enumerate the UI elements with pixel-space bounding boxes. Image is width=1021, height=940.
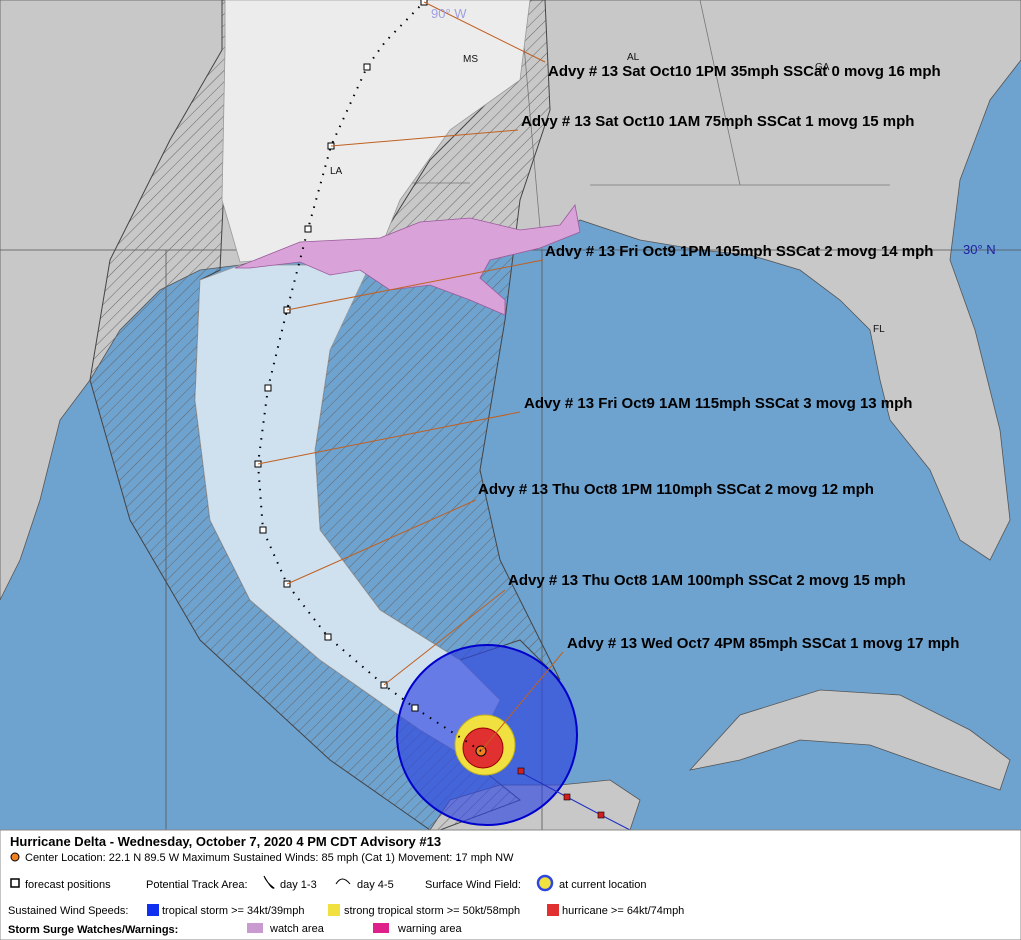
- advisory-label: Advy # 13 Thu Oct8 1AM 100mph SSCat 2 mo…: [508, 572, 906, 589]
- state-label: AL: [627, 52, 640, 63]
- legend-text: forecast positions: [25, 879, 111, 891]
- forecast-track: [256, 1, 482, 752]
- advisory-label: Advy # 13 Fri Oct9 1PM 105mph SSCat 2 mo…: [545, 243, 933, 260]
- lat-label: 30° N: [963, 242, 996, 257]
- legend-box: [0, 829, 1021, 940]
- legend-text: hurricane >= 64kt/74mph: [562, 905, 684, 917]
- legend-text: at current location: [559, 879, 646, 891]
- legend-text: Surface Wind Field:: [425, 879, 521, 891]
- advisory-label: Advy # 13 Sat Oct10 1PM 35mph SSCat 0 mo…: [548, 63, 941, 80]
- legend-text: tropical storm >= 34kt/39mph: [162, 905, 304, 917]
- legend-text: watch area: [269, 923, 325, 935]
- advisory-label: Advy # 13 Sat Oct10 1AM 75mph SSCat 1 mo…: [521, 113, 914, 130]
- legend-text: strong tropical storm >= 50kt/58mph: [344, 905, 520, 917]
- wind-icon: [536, 874, 554, 892]
- ts-swatch: [147, 904, 159, 916]
- legend-text: day 1-3: [280, 879, 317, 891]
- legend-title: Hurricane Delta - Wednesday, October 7, …: [10, 834, 441, 849]
- legend-text: Storm Surge Watches/Warnings:: [8, 924, 178, 936]
- leader-lines: [257, 1, 564, 752]
- past-positions: [517, 767, 605, 819]
- land-cuba: [688, 689, 1011, 791]
- storm-surge-watch: [234, 204, 581, 316]
- legend-text: Sustained Wind Speeds:: [8, 905, 128, 917]
- forecast-icon: [10, 878, 20, 888]
- lon-label: 90° W: [431, 6, 467, 21]
- cone-day4-5: [221, 0, 531, 263]
- past-track: [519, 771, 631, 831]
- legend-text: Potential Track Area:: [146, 879, 248, 891]
- state-label: FL: [873, 324, 885, 335]
- state-label: MS: [463, 54, 478, 65]
- day13-icon: [263, 875, 275, 889]
- legend-text: warning area: [397, 923, 462, 935]
- state-label: LA: [330, 166, 343, 177]
- state-label: GA: [815, 62, 830, 73]
- hu-swatch: [547, 904, 559, 916]
- advisory-label: Advy # 13 Wed Oct7 4PM 85mph SSCat 1 mov…: [567, 635, 959, 652]
- advisory-label: Advy # 13 Thu Oct8 1PM 110mph SSCat 2 mo…: [478, 481, 874, 498]
- advisory-label: Advy # 13 Fri Oct9 1AM 115mph SSCat 3 mo…: [524, 395, 912, 412]
- watch-swatch: [247, 923, 263, 933]
- sts-swatch: [328, 904, 340, 916]
- center-info: Center Location: 22.1 N 89.5 W Maximum S…: [25, 852, 514, 864]
- legend-text: day 4-5: [357, 879, 394, 891]
- center-icon: [10, 852, 20, 862]
- wind-field: [396, 644, 578, 826]
- day45-icon: [335, 878, 351, 885]
- warning-swatch: [373, 923, 389, 933]
